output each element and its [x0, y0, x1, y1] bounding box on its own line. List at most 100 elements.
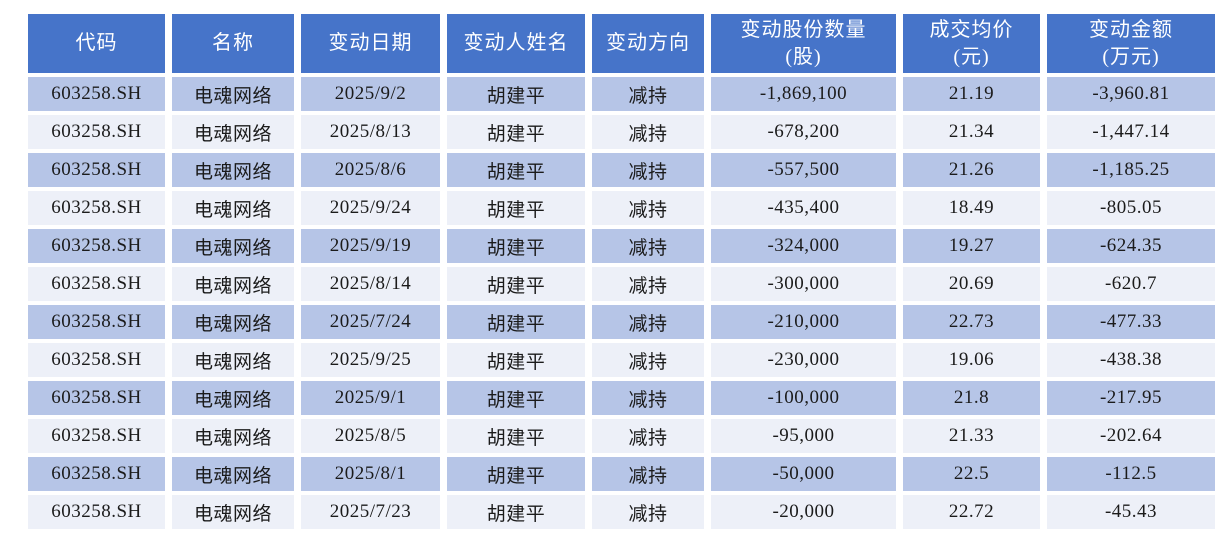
- cell-date: 2025/8/14: [301, 267, 440, 301]
- cell-amount: -620.7: [1047, 267, 1215, 301]
- cell-direction: 减持: [592, 419, 704, 453]
- cell-person: 胡建平: [447, 495, 585, 529]
- cell-avg_price: 22.72: [903, 495, 1040, 529]
- table-row: 603258.SH 电魂网络 2025/9/19 胡建平 减持 -324,000 19.27…: [28, 229, 1215, 263]
- cell-amount: -438.38: [1047, 343, 1215, 377]
- cell-person: 胡建平: [447, 305, 585, 339]
- cell-direction: 减持: [592, 495, 704, 529]
- cell-date: 2025/8/6: [301, 153, 440, 187]
- cell-date: 2025/9/24: [301, 191, 440, 225]
- table-row: 603258.SH 电魂网络 2025/9/2 胡建平 减持 -1,869,100 21.1…: [28, 77, 1215, 111]
- table-row: 603258.SH 电魂网络 2025/8/5 胡建平 减持 -95,000 21.33 -2…: [28, 419, 1215, 453]
- table-row: 603258.SH 电魂网络 2025/7/23 胡建平 减持 -20,000 22.72-…: [28, 495, 1215, 529]
- cell-code: 603258.SH: [28, 229, 165, 263]
- cell-person: 胡建平: [447, 457, 585, 491]
- cell-direction: 减持: [592, 77, 704, 111]
- table-body: 603258.SH 电魂网络 2025/9/2 胡建平 减持 -1,869,100 21.1…: [28, 77, 1215, 529]
- cell-direction: 减持: [592, 305, 704, 339]
- cell-name: 电魂网络: [172, 343, 294, 377]
- cell-shares: -435,400: [711, 191, 896, 225]
- cell-code: 603258.SH: [28, 457, 165, 491]
- cell-date: 2025/9/2: [301, 77, 440, 111]
- cell-person: 胡建平: [447, 229, 585, 263]
- cell-code: 603258.SH: [28, 153, 165, 187]
- cell-shares: -210,000: [711, 305, 896, 339]
- column-header-date: 变动日期: [301, 14, 440, 73]
- cell-date: 2025/8/5: [301, 419, 440, 453]
- column-header-person: 变动人姓名: [447, 14, 585, 73]
- cell-date: 2025/7/23: [301, 495, 440, 529]
- cell-amount: -805.05: [1047, 191, 1215, 225]
- cell-avg_price: 22.5: [903, 457, 1040, 491]
- cell-person: 胡建平: [447, 191, 585, 225]
- cell-shares: -557,500: [711, 153, 896, 187]
- cell-shares: -20,000: [711, 495, 896, 529]
- cell-amount: -1,447.14: [1047, 115, 1215, 149]
- cell-avg_price: 19.27: [903, 229, 1040, 263]
- cell-avg_price: 22.73: [903, 305, 1040, 339]
- cell-avg_price: 18.49: [903, 191, 1040, 225]
- cell-avg_price: 21.19: [903, 77, 1040, 111]
- cell-avg_price: 21.26: [903, 153, 1040, 187]
- cell-date: 2025/7/24: [301, 305, 440, 339]
- cell-direction: 减持: [592, 229, 704, 263]
- cell-shares: -300,000: [711, 267, 896, 301]
- cell-amount: -202.64: [1047, 419, 1215, 453]
- cell-person: 胡建平: [447, 77, 585, 111]
- cell-person: 胡建平: [447, 381, 585, 415]
- cell-code: 603258.SH: [28, 77, 165, 111]
- table-row: 603258.SH 电魂网络 2025/8/6 胡建平 减持 -557,500 21.26-…: [28, 153, 1215, 187]
- cell-date: 2025/8/13: [301, 115, 440, 149]
- cell-person: 胡建平: [447, 267, 585, 301]
- cell-code: 603258.SH: [28, 419, 165, 453]
- cell-amount: -624.35: [1047, 229, 1215, 263]
- cell-name: 电魂网络: [172, 191, 294, 225]
- cell-person: 胡建平: [447, 153, 585, 187]
- cell-name: 电魂网络: [172, 305, 294, 339]
- cell-date: 2025/9/1: [301, 381, 440, 415]
- cell-name: 电魂网络: [172, 267, 294, 301]
- table-row: 603258.SH 电魂网络 2025/8/1 胡建平 减持 -50,000 22.5 -11…: [28, 457, 1215, 491]
- cell-amount: -477.33: [1047, 305, 1215, 339]
- cell-date: 2025/8/1: [301, 457, 440, 491]
- cell-name: 电魂网络: [172, 229, 294, 263]
- cell-code: 603258.SH: [28, 267, 165, 301]
- cell-direction: 减持: [592, 343, 704, 377]
- cell-name: 电魂网络: [172, 457, 294, 491]
- cell-amount: -217.95: [1047, 381, 1215, 415]
- cell-direction: 减持: [592, 381, 704, 415]
- cell-shares: -678,200: [711, 115, 896, 149]
- cell-shares: -100,000: [711, 381, 896, 415]
- column-header-name: 名称: [172, 14, 294, 73]
- header-row: 代码 名称 变动日期 变动人姓名 变动方向 变动股份数量 (股) 成交均价 (元…: [28, 14, 1215, 73]
- cell-avg_price: 21.8: [903, 381, 1040, 415]
- column-header-avg-price: 成交均价 (元): [903, 14, 1040, 73]
- cell-avg_price: 19.06: [903, 343, 1040, 377]
- cell-direction: 减持: [592, 191, 704, 225]
- cell-code: 603258.SH: [28, 495, 165, 529]
- cell-name: 电魂网络: [172, 115, 294, 149]
- column-header-code: 代码: [28, 14, 165, 73]
- shareholder-change-table-wrap: 代码 名称 变动日期 变动人姓名 变动方向 变动股份数量 (股) 成交均价 (元…: [21, 10, 1222, 533]
- cell-name: 电魂网络: [172, 419, 294, 453]
- cell-code: 603258.SH: [28, 343, 165, 377]
- cell-code: 603258.SH: [28, 191, 165, 225]
- cell-name: 电魂网络: [172, 495, 294, 529]
- table-row: 603258.SH 电魂网络 2025/7/24 胡建平 减持 -210,000 22.73…: [28, 305, 1215, 339]
- cell-amount: -45.43: [1047, 495, 1215, 529]
- cell-shares: -230,000: [711, 343, 896, 377]
- cell-avg_price: 21.34: [903, 115, 1040, 149]
- cell-shares: -1,869,100: [711, 77, 896, 111]
- cell-amount: -112.5: [1047, 457, 1215, 491]
- cell-shares: -324,000: [711, 229, 896, 263]
- cell-date: 2025/9/25: [301, 343, 440, 377]
- table-row: 603258.SH 电魂网络 2025/8/14 胡建平 减持 -300,000 20.69…: [28, 267, 1215, 301]
- cell-name: 电魂网络: [172, 381, 294, 415]
- cell-direction: 减持: [592, 457, 704, 491]
- column-header-shares: 变动股份数量 (股): [711, 14, 896, 73]
- cell-amount: -3,960.81: [1047, 77, 1215, 111]
- table-row: 603258.SH 电魂网络 2025/8/13 胡建平 减持 -678,200 21.34…: [28, 115, 1215, 149]
- table-row: 603258.SH 电魂网络 2025/9/1 胡建平 减持 -100,000 21.8 -2…: [28, 381, 1215, 415]
- shareholder-change-table: 代码 名称 变动日期 变动人姓名 变动方向 变动股份数量 (股) 成交均价 (元…: [21, 10, 1222, 533]
- cell-code: 603258.SH: [28, 115, 165, 149]
